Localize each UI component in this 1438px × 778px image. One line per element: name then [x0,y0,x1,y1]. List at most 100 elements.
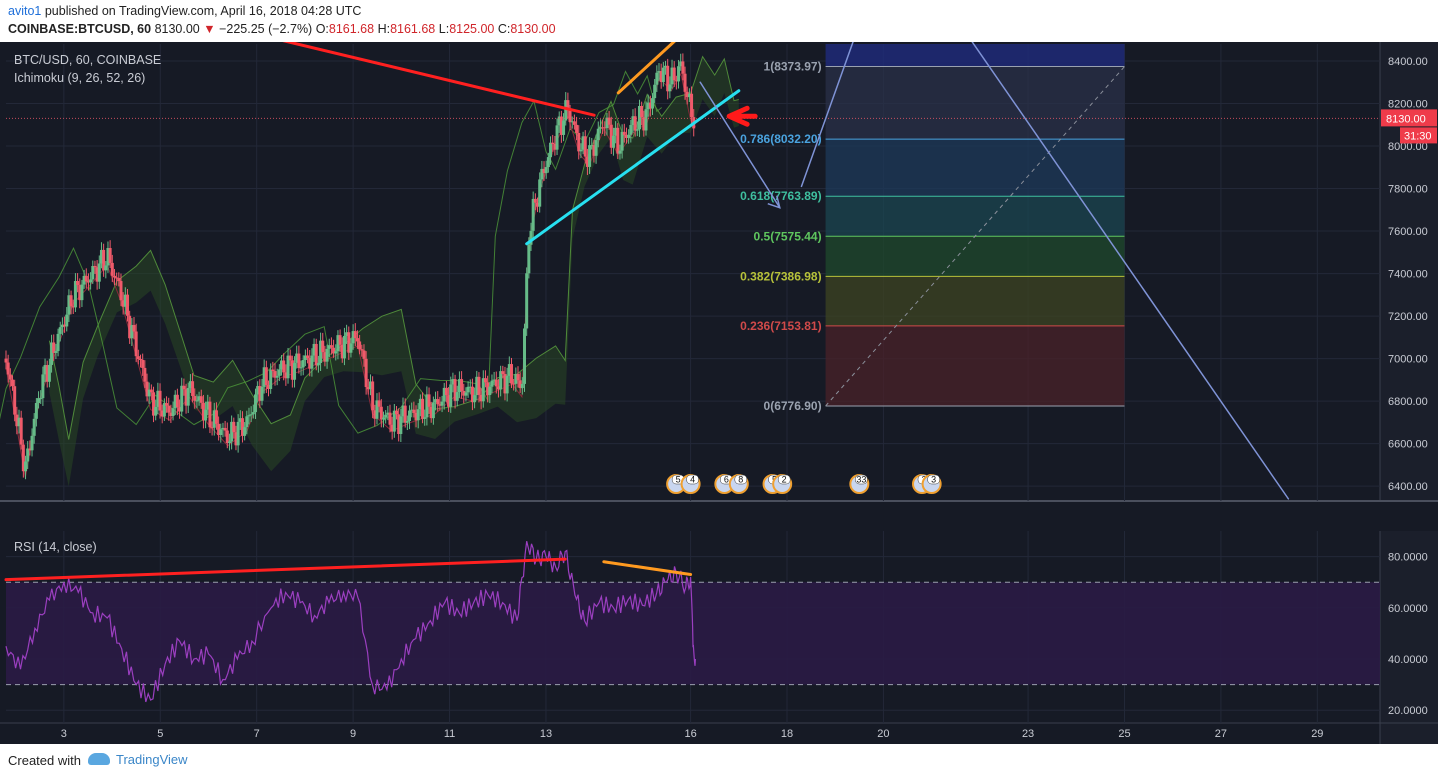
candle-body [295,353,299,363]
candle-body [438,404,442,406]
candle-body [184,389,188,406]
candle-body [11,379,15,387]
time-tick-label: 16 [684,728,696,740]
candle-body [236,421,240,446]
candle-body [349,343,353,353]
candle-body [284,372,288,379]
candle-body [540,168,544,180]
candle-body [492,379,496,381]
candle-body [585,156,589,167]
candle-body [683,73,687,92]
candle-body [525,273,529,329]
candle-body [436,399,440,405]
author-link[interactable]: avito1 [8,4,42,18]
candle-body [538,179,542,207]
rsi-tick-label: 60.0000 [1388,603,1428,615]
candle-body [633,116,637,131]
candle-body [531,198,535,231]
candle-body [364,358,368,388]
candle-body [447,395,451,407]
event-count-label: 5 [676,475,681,485]
candle-body [34,402,38,419]
candle-body [121,300,125,307]
candle-body [384,414,388,418]
high-value: 8161.68 [390,22,436,36]
candle-body [624,134,628,138]
event-count-label: 2 [782,475,787,485]
price-tick-label: 7600.00 [1388,226,1428,238]
candle-body [564,100,568,121]
candle-body [566,100,570,111]
last-price: 8130.00 [154,22,200,36]
candle-body [523,328,527,384]
candle-body [119,281,123,301]
candle-body [249,414,253,416]
candle-body [206,401,210,410]
candle-body [355,338,359,342]
candle-body [123,294,127,307]
candle-body [260,386,264,401]
candle-body [614,127,618,136]
candle-body [494,379,498,387]
candle-body [76,281,80,286]
candle-body [269,369,273,389]
event-count-label: 6 [724,475,729,485]
rsi-title: RSI (14, close) [14,540,97,554]
candle-body [301,360,305,368]
candle-body [210,427,214,429]
candle-body [282,360,286,373]
countdown-tag [1400,127,1437,144]
candle-body [490,380,494,387]
tradingview-link[interactable]: TradingView [88,752,188,767]
candle-body [423,417,427,419]
candle-body [679,61,683,67]
candle-body [167,405,171,413]
candle-body [65,314,69,327]
candle-body [685,91,689,98]
candle-body [93,265,97,268]
candle-body [588,145,592,167]
countdown-tag-label: 31:30 [1404,130,1432,142]
candle-body [670,67,674,85]
candle-body [143,367,147,382]
time-tick-label: 7 [254,728,260,740]
candle-body [169,412,173,417]
fib-zone [825,276,1125,326]
candle-body [412,409,416,413]
candle-body [39,398,43,400]
symbol-label: COINBASE:BTCUSD, 60 [8,22,152,36]
candle-body [395,410,399,415]
publish-info: avito1 published on TradingView.com, Apr… [8,4,361,18]
candle-body [80,284,84,301]
candle-body [444,387,448,396]
candle-body [598,127,602,129]
candle-body [240,418,244,436]
candle-body [466,386,470,393]
candle-body [579,149,583,152]
candle-body [104,265,108,271]
candle-body [329,345,333,348]
candle-body [234,432,238,446]
candle-body [214,410,218,424]
candle-body [390,424,394,432]
candle-body [442,387,446,402]
candle-body [30,435,34,451]
trading-chart[interactable]: 1(8373.97) 0.786(8032.20) 0.618(7763.89) 0.… [0,42,1438,744]
candle-body [43,365,47,375]
candle-body [640,106,644,118]
candle-body [568,110,572,123]
candle-body [208,401,212,428]
candle-body [95,267,99,282]
candle-body [449,384,453,407]
candle-body [473,395,477,403]
price-tick-label: 8000.00 [1388,141,1428,153]
open-label: O: [315,22,329,36]
candle-body [342,335,346,359]
candle-body [299,367,303,369]
candle-body [666,65,670,92]
event-count-badge [734,474,748,485]
candle-body [219,429,223,436]
candle-body [475,376,479,396]
candle-body [637,106,641,130]
candle-body [69,295,73,307]
